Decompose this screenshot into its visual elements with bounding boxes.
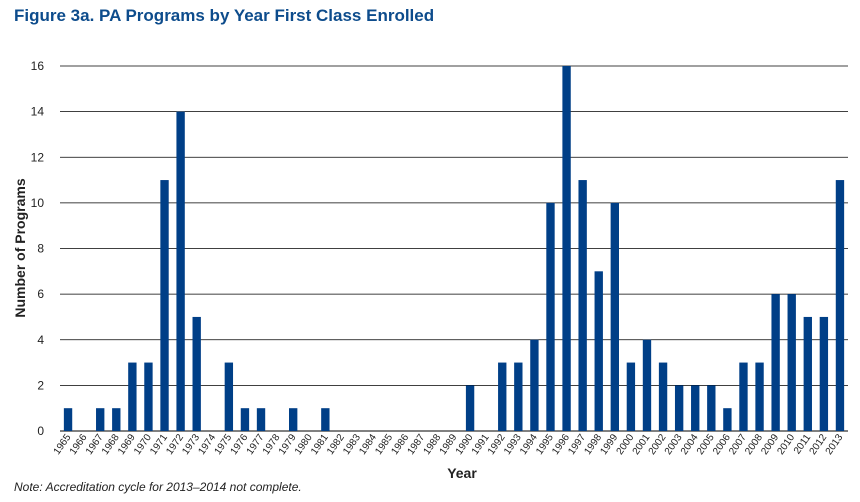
bar-2006: [723, 408, 732, 431]
bar-1990: [465, 385, 475, 431]
bar-2003: [674, 385, 684, 431]
gridlines: [60, 65, 848, 432]
bar-2001: [642, 339, 652, 431]
bars: [63, 66, 845, 431]
x-axis-title: Year: [447, 465, 477, 481]
bar-2008: [755, 362, 764, 431]
bar-1977: [256, 408, 266, 431]
y-tick-label: 2: [37, 378, 44, 392]
x-axis-ticks: 1965196619671968196919701971197219731974…: [52, 432, 846, 457]
bar-1981: [321, 408, 330, 431]
bar-1969: [128, 362, 137, 431]
bar-1965: [63, 408, 73, 431]
x-tick-label: 2010: [775, 432, 797, 457]
y-axis-ticks: 0 2 4 6 8 10 12 14 16: [31, 59, 45, 438]
bar-2010: [787, 294, 796, 431]
y-tick-label: 10: [31, 196, 45, 210]
bar-1994: [530, 339, 539, 431]
bar-1973: [192, 316, 201, 431]
bar-1999: [610, 202, 619, 431]
x-tick-label: 2013: [824, 432, 846, 457]
bar-2009: [771, 294, 780, 431]
y-tick-label: 14: [31, 105, 45, 119]
y-axis-title: Number of Programs: [12, 178, 28, 317]
y-tick-label: 6: [37, 287, 44, 301]
bar-1996: [562, 66, 571, 431]
bar-2005: [707, 385, 716, 431]
figure-title: Figure 3a. PA Programs by Year First Cla…: [14, 6, 435, 25]
y-tick-label: 12: [31, 150, 45, 164]
y-tick-label: 16: [31, 59, 45, 73]
bar-1992: [498, 362, 507, 431]
bar-1995: [546, 202, 555, 431]
bar-1970: [144, 362, 153, 431]
y-tick-label: 4: [37, 333, 44, 347]
bar-2013: [835, 180, 845, 431]
bar-2004: [691, 385, 700, 431]
bar-1967: [96, 408, 105, 431]
bar-1997: [578, 180, 587, 431]
bar-2000: [626, 362, 636, 431]
footnote: Note: Accreditation cycle for 2013–2014 …: [14, 480, 302, 494]
bar-1979: [289, 408, 298, 431]
bar-1971: [160, 180, 169, 431]
bar-1976: [240, 408, 250, 431]
bar-1993: [514, 362, 523, 431]
y-tick-label: 0: [37, 424, 44, 438]
bar-1975: [224, 362, 234, 431]
y-tick-label: 8: [37, 242, 44, 256]
bar-1998: [594, 271, 603, 431]
bar-2012: [819, 316, 829, 431]
bar-2011: [803, 316, 812, 431]
bar-1968: [112, 408, 121, 431]
bar-2002: [658, 362, 668, 431]
bar-1972: [176, 111, 185, 431]
bar-2007: [739, 362, 748, 431]
